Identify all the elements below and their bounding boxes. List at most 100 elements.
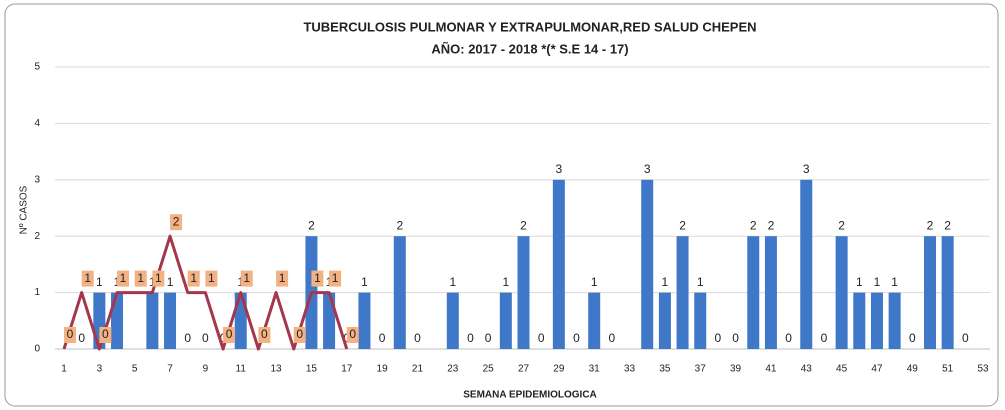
bar bbox=[764, 236, 777, 349]
x-tick-label: 29 bbox=[553, 364, 565, 375]
x-tick-label: 37 bbox=[695, 364, 707, 375]
bar-value-label: 0 bbox=[909, 331, 916, 345]
x-tick-label: 47 bbox=[871, 364, 883, 375]
bar-value-label: 0 bbox=[538, 331, 545, 345]
y-tick-label: 5 bbox=[34, 62, 40, 73]
line-label-box bbox=[134, 270, 147, 287]
x-tick-label: 3 bbox=[97, 364, 103, 375]
bar bbox=[747, 236, 760, 349]
x-tick-label: 23 bbox=[447, 364, 459, 375]
y-tick-label: 3 bbox=[34, 174, 40, 185]
x-tick-label: 13 bbox=[271, 364, 283, 375]
bar-value-label: 0 bbox=[609, 331, 616, 345]
x-tick-label: 17 bbox=[341, 364, 353, 375]
line-value-label: 2 bbox=[173, 214, 180, 228]
bar bbox=[941, 236, 954, 349]
line-value-label: 1 bbox=[190, 271, 197, 285]
line-label-box bbox=[258, 327, 271, 343]
line-label-box bbox=[99, 327, 112, 343]
line-label-box bbox=[170, 214, 183, 231]
bar-value-label: 3 bbox=[644, 162, 651, 176]
bar bbox=[393, 236, 406, 349]
line-label-box bbox=[64, 327, 76, 343]
bar-value-label: 1 bbox=[96, 275, 103, 289]
bar bbox=[658, 292, 671, 349]
x-tick-label: 45 bbox=[836, 364, 848, 375]
line-value-label: 1 bbox=[332, 271, 339, 285]
x-tick-label: 41 bbox=[765, 364, 777, 375]
x-tick-label: 39 bbox=[730, 364, 742, 375]
bar-value-label: 1 bbox=[167, 275, 174, 289]
y-tick-label: 2 bbox=[34, 231, 40, 242]
bar-value-label: 0 bbox=[379, 331, 386, 345]
bar-value-label: 0 bbox=[962, 331, 969, 345]
bar-value-label: 3 bbox=[803, 162, 810, 176]
line-label-box bbox=[346, 327, 359, 343]
line-value-label: 0 bbox=[67, 327, 74, 341]
bar-value-label: 2 bbox=[520, 218, 527, 232]
bar bbox=[641, 179, 654, 349]
bar bbox=[164, 292, 177, 349]
x-axis-label: SEMANA EPIDEMIOLOGICA bbox=[463, 390, 597, 401]
x-tick-label: 33 bbox=[624, 364, 636, 375]
x-tick-label: 9 bbox=[203, 364, 209, 375]
bar-value-label: 0 bbox=[78, 331, 85, 345]
x-tick-label: 53 bbox=[977, 364, 989, 375]
x-tick-label: 51 bbox=[942, 364, 954, 375]
bar bbox=[694, 292, 707, 349]
bar-value-label: 0 bbox=[715, 331, 722, 345]
line-value-label: 1 bbox=[137, 271, 144, 285]
bar-value-label: 0 bbox=[467, 331, 474, 345]
line-label-box bbox=[311, 270, 324, 287]
line-value-label: 1 bbox=[120, 271, 127, 285]
line-value-label: 1 bbox=[279, 271, 286, 285]
bar-value-label: 2 bbox=[750, 218, 757, 232]
y-tick-label: 4 bbox=[34, 118, 40, 129]
bar-value-label: 0 bbox=[202, 331, 209, 345]
y-tick-label: 1 bbox=[34, 287, 40, 298]
bar bbox=[358, 292, 371, 349]
bar-value-label: 0 bbox=[785, 331, 792, 345]
x-tick-label: 5 bbox=[132, 364, 138, 375]
x-tick-label: 15 bbox=[306, 364, 318, 375]
line-label-box bbox=[205, 270, 218, 287]
x-tick-label: 35 bbox=[659, 364, 671, 375]
line-value-label: 0 bbox=[261, 327, 268, 341]
line-value-label: 0 bbox=[296, 327, 303, 341]
bar-value-label: 1 bbox=[662, 275, 669, 289]
line-value-label: 1 bbox=[84, 271, 91, 285]
x-tick-label: 31 bbox=[589, 364, 601, 375]
line-label-box bbox=[81, 270, 94, 287]
bar-value-label: 2 bbox=[838, 218, 845, 232]
bar-value-label: 2 bbox=[927, 218, 934, 232]
y-axis-label: Nº CASOS bbox=[19, 185, 30, 234]
bar-value-label: 1 bbox=[502, 275, 509, 289]
bar-value-label: 0 bbox=[414, 331, 421, 345]
bar bbox=[676, 236, 689, 349]
line-label-box bbox=[293, 327, 306, 343]
bar-value-label: 0 bbox=[821, 331, 828, 345]
bar-value-label: 0 bbox=[485, 331, 492, 345]
bar bbox=[923, 236, 936, 349]
line-value-label: 1 bbox=[243, 271, 250, 285]
bar-value-label: 2 bbox=[396, 218, 403, 232]
x-tick-label: 1 bbox=[61, 364, 67, 375]
bar-value-label: 2 bbox=[679, 218, 686, 232]
x-tick-label: 43 bbox=[801, 364, 813, 375]
x-tick-label: 11 bbox=[236, 364, 247, 375]
bar bbox=[499, 292, 512, 349]
bar-value-label: 0 bbox=[573, 331, 580, 345]
bar-value-label: 1 bbox=[856, 275, 863, 289]
bar bbox=[146, 292, 159, 349]
bar bbox=[888, 292, 901, 349]
line-value-label: 1 bbox=[208, 271, 215, 285]
bar-value-label: 3 bbox=[556, 162, 563, 176]
chart-subtitle: AÑO: 2017 - 2018 *(* S.E 14 - 17) bbox=[431, 41, 628, 56]
bar bbox=[588, 292, 601, 349]
x-tick-label: 7 bbox=[167, 364, 173, 375]
bar-value-label: 1 bbox=[891, 275, 898, 289]
bar-value-label: 2 bbox=[308, 218, 315, 232]
x-tick-label: 21 bbox=[412, 364, 424, 375]
bar-value-label: 2 bbox=[768, 218, 775, 232]
bar-value-label: 2 bbox=[944, 218, 951, 232]
